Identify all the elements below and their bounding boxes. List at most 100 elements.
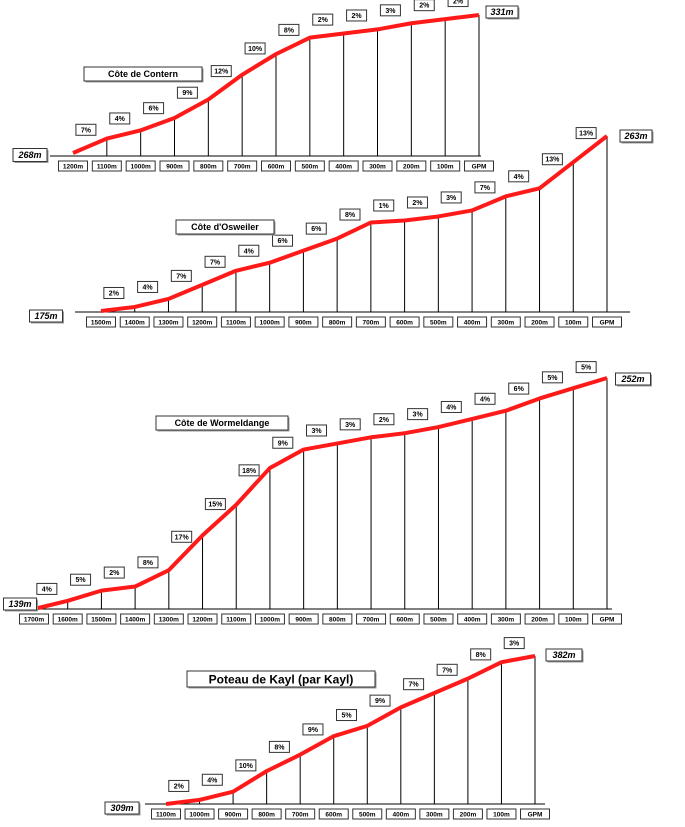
distance-label-frame (86, 316, 116, 328)
distance-label-text: 500m (359, 811, 376, 818)
gradient-label-frame (210, 65, 232, 78)
distance-label: 800m (322, 316, 353, 328)
distance-label: 800m (322, 613, 353, 625)
distance-label-text: 800m (329, 616, 346, 623)
distance-label-text: 1100m (97, 163, 117, 170)
distance-label: 1200m (187, 316, 218, 328)
distance-label-text: 1100m (226, 616, 246, 623)
gradient-label-text: 12% (214, 69, 229, 76)
distance-label: 200m (452, 808, 483, 820)
distance-label-text: 1500m (91, 319, 111, 326)
gradient-label-frame (575, 361, 597, 374)
distance-label-frame (221, 613, 252, 625)
distance-label: 1000m (254, 316, 285, 328)
distance-label-frame (430, 160, 461, 172)
distance-label-frame (151, 808, 181, 820)
gradient-label: 3% (503, 637, 525, 650)
gradient-label-text: 2% (352, 13, 363, 20)
gradient-label-frame (70, 573, 92, 586)
profile-title: Poteau de Kayl (par Kayl) (186, 670, 377, 689)
distance-label: 1100m (91, 160, 122, 172)
distance-label: 700m (356, 613, 387, 625)
distance-label-frame (187, 613, 218, 625)
distance-label-text: 900m (295, 319, 312, 326)
gradient-label-text: 9% (375, 698, 386, 705)
end-elevation-label: 252m (615, 372, 652, 387)
distance-label-frame (490, 613, 521, 625)
gradient-label-text: 8% (284, 27, 295, 34)
distance-label-frame (396, 160, 427, 172)
distance-label-frame (285, 808, 316, 820)
gradient-label-text: 2% (318, 17, 329, 24)
distance-label-frame (119, 316, 150, 328)
distance-label: 600m (261, 160, 291, 172)
distance-label-text: 1100m (226, 319, 246, 326)
distance-label-text: 800m (258, 811, 275, 818)
gradient-label-text: 3% (311, 428, 322, 435)
distance-label-text: 1000m (189, 811, 209, 818)
distance-label: GPM (592, 316, 622, 328)
distance-label-text: 1400m (125, 616, 145, 623)
distance-label: 1000m (125, 160, 156, 172)
gradient-label-text: 6% (149, 106, 160, 113)
distance-label: 900m (159, 160, 190, 172)
gradient-label-frame (575, 127, 597, 140)
distance-label: 700m (227, 160, 258, 172)
distance-label: 1400m (120, 613, 151, 625)
gradient-label-frame (204, 498, 226, 511)
start-elevation-label-frame (29, 309, 63, 323)
distance-label-text: 600m (396, 319, 413, 326)
end-elevation-label-text: 263m (623, 131, 647, 141)
gradient-label-frame (278, 23, 300, 36)
gradient-label: 15% (204, 498, 226, 511)
distance-label-frame (254, 316, 285, 328)
distance-label: 700m (355, 316, 386, 328)
gradient-label: 7% (170, 269, 192, 282)
distance-label: 400m (457, 316, 488, 328)
distance-label-text: 1700m (24, 616, 44, 623)
distance-label-frame (486, 808, 517, 820)
gradient-label-frame (103, 286, 125, 299)
end-elevation-label-frame (485, 5, 519, 19)
gradient-label: 4% (36, 582, 58, 595)
distance-label-text: 300m (369, 163, 386, 170)
gradient-label: 3% (407, 408, 429, 421)
distance-label-frame (86, 613, 117, 625)
distance-label: 400m (385, 808, 416, 820)
gradient-label: 7% (204, 255, 226, 268)
profile-title: Côte de Contern (83, 66, 204, 83)
distance-label: 100m (558, 316, 589, 328)
gradient-label-text: 2% (453, 0, 464, 6)
distance-label: 1000m (184, 808, 215, 820)
distance-label-frame (193, 160, 224, 172)
gradient-label-frame (336, 709, 357, 722)
gradient-label: 4% (440, 400, 462, 413)
distance-label-frame (288, 316, 319, 328)
distance-label-text: 200m (403, 163, 420, 170)
profile-title-text: Côte d'Osweiler (191, 222, 259, 232)
distance-label-frame (423, 613, 454, 625)
gradient-label: 9% (302, 723, 324, 736)
distance-label-text: 1300m (158, 319, 178, 326)
gradient-label-text: 3% (385, 8, 396, 15)
distance-label-frame (120, 613, 151, 625)
gradient-label: 8% (268, 740, 290, 753)
gradient-label-frame (440, 400, 462, 413)
distance-label-frame (464, 160, 494, 172)
gradient-label: 8% (470, 648, 492, 661)
gradient-label: 4% (201, 773, 223, 786)
gradient-label: 4% (109, 112, 131, 125)
end-elevation-label-text: 331m (490, 7, 513, 17)
gradient-label: 7% (403, 678, 425, 691)
gradient-label-text: 9% (278, 440, 289, 447)
distance-label-text: 1000m (131, 163, 151, 170)
distance-label: 100m (486, 808, 517, 820)
distance-label-frame (153, 316, 184, 328)
distance-label-frame (389, 316, 420, 328)
gradient-label: 7% (474, 181, 496, 194)
distance-label: 500m (352, 808, 383, 820)
start-elevation-label-frame (3, 597, 37, 611)
distance-label-text: 1400m (125, 319, 145, 326)
start-elevation-label: 309m (104, 801, 141, 816)
